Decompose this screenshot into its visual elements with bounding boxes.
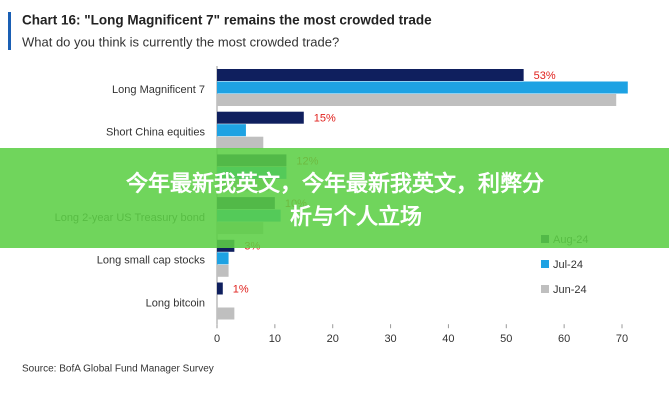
bar [217,264,229,277]
bar [217,307,235,320]
accent-bar [8,12,11,50]
x-tick-label: 30 [384,333,396,345]
chart-title: Chart 16: "Long Magnificent 7" remains t… [22,13,432,28]
data-label: 15% [314,113,336,125]
data-label: 1% [233,283,249,295]
y-tick-label: Long Magnificent 7 [112,84,205,96]
legend-label: Jul-24 [553,259,583,271]
banner-text: 今年最新我英文，今年最新我英文，利弊分 [126,171,544,196]
data-label: 53% [534,70,556,82]
bar [217,94,617,106]
bar [217,136,264,149]
legend-swatch [541,285,549,293]
bar [217,69,524,81]
x-tick-label: 10 [269,333,281,345]
bar [217,81,628,94]
x-tick-label: 60 [558,333,570,345]
x-tick-label: 40 [442,333,454,345]
bar [217,111,304,124]
legend-label: Jun-24 [553,284,587,296]
y-tick-label: Long bitcoin [146,297,205,309]
banner [0,148,669,248]
chart-subtitle: What do you think is currently the most … [22,34,339,49]
x-tick-label: 70 [616,333,628,345]
x-tick-label: 20 [327,333,339,345]
y-tick-label: Long small cap stocks [97,255,206,267]
x-tick-label: 0 [214,333,220,345]
x-tick-label: 50 [500,333,512,345]
legend-swatch [541,260,549,268]
bar [217,124,246,137]
bar [217,252,229,265]
source: Source: BofA Global Fund Manager Survey [22,364,214,375]
banner-text: 析与个人立场 [290,204,422,229]
bar [217,282,223,295]
y-tick-label: Short China equities [106,127,206,139]
